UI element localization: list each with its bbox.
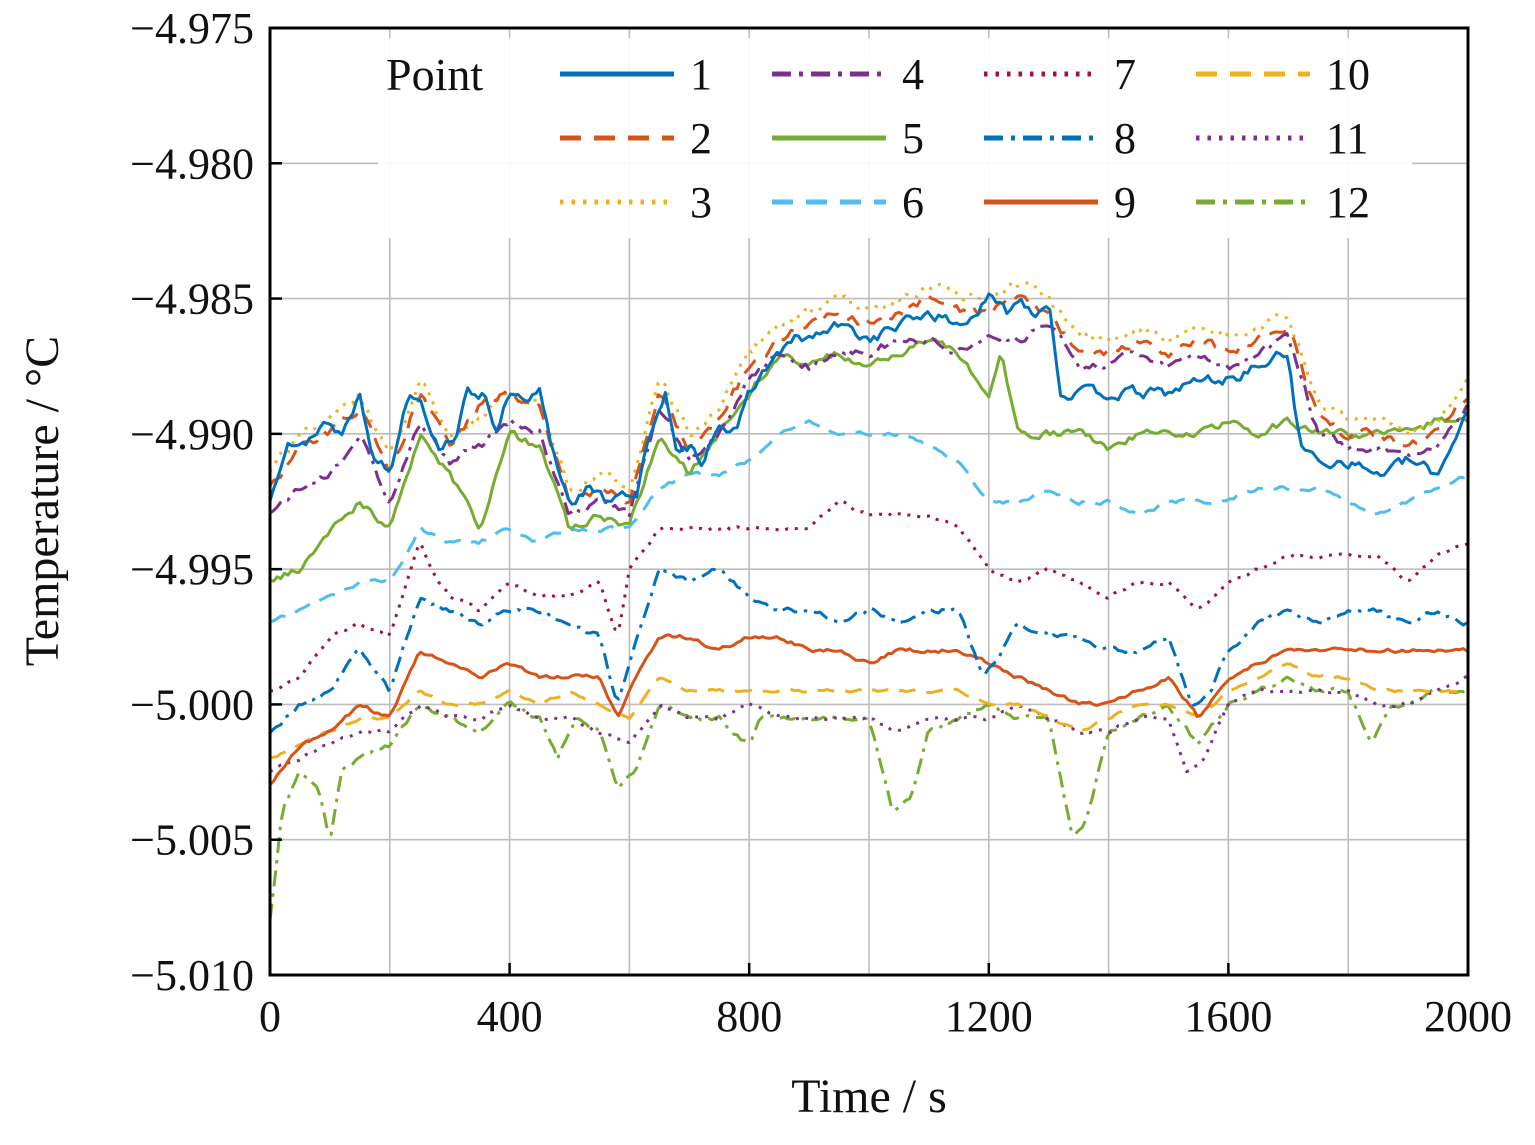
legend-item-6: 6 [768,177,980,228]
legend-line-sample [984,135,1098,141]
series-line-9 [270,633,1468,786]
legend-line-sample [772,135,886,141]
legend-label: 12 [1326,177,1370,227]
legend-item-1: 1 [556,49,768,100]
legend-label: 1 [690,49,712,99]
legend-line-sample [1196,71,1310,77]
legend-line-sample [560,199,674,205]
legend-label: 10 [1326,49,1370,99]
y-tick-label: −4.980 [130,139,254,188]
x-tick-label: 1200 [945,992,1033,1041]
legend-item-2: 2 [556,113,768,164]
legend-label: 7 [1114,49,1136,99]
legend-item-5: 5 [768,113,980,164]
y-axis-label: Temperature / °C [16,336,69,666]
legend-label: 5 [902,113,924,163]
legend-item-11: 11 [1192,113,1404,164]
y-tick-label: −4.995 [130,545,254,594]
y-tick-label: −4.990 [130,410,254,459]
series-line-2 [270,293,1468,505]
legend-line-sample [984,199,1098,205]
legend-label: 4 [902,49,924,99]
series-line-8 [270,566,1468,734]
legend-line-sample [560,71,674,77]
x-tick-label: 0 [259,992,281,1041]
legend-item-9: 9 [980,177,1192,228]
series-lines [270,281,1468,920]
tick-labels: 0 400 800 1200 1600 2000 −4.975 −4.980 −4.985 −4.… [130,4,1512,1041]
y-tick-label: −4.975 [130,4,254,53]
legend-item-12: 12 [1192,177,1404,228]
legend-line-sample [1196,135,1310,141]
legend-label: 6 [902,177,924,227]
series-line-7 [270,499,1468,693]
legend-item-8: 8 [980,113,1192,164]
legend-item-4: 4 [768,49,980,100]
plot-border [268,26,1470,977]
legend-title: Point [386,48,484,100]
series-line-1 [270,292,1468,506]
series-line-10 [270,662,1468,759]
legend-line-sample [772,199,886,205]
legend-label: 9 [1114,177,1136,227]
x-tick-label: 2000 [1424,992,1512,1041]
legend-label: 3 [690,177,712,227]
x-tick-label: 1600 [1184,992,1272,1041]
legend-item-3: 3 [556,177,768,228]
legend: Point 1 2 3 4 5 6 7 8 9 10 11 12 [378,38,1412,238]
y-tick-label: −5.000 [130,680,254,729]
legend-line-sample [772,71,886,77]
legend-line-sample [1196,199,1310,205]
legend-item-10: 10 [1192,49,1404,100]
legend-line-sample [560,135,674,141]
legend-label: 2 [690,113,712,163]
legend-label: 11 [1326,113,1369,163]
series-line-5 [270,337,1468,583]
x-tick-label: 800 [716,992,782,1041]
legend-line-sample [984,71,1098,77]
x-tick-label: 400 [477,992,543,1041]
x-axis-label: Time / s [791,1070,947,1123]
y-tick-label: −5.005 [130,816,254,865]
legend-item-7: 7 [980,49,1192,100]
legend-label: 8 [1114,113,1136,163]
series-line-6 [270,419,1468,624]
y-tick-label: −5.010 [130,951,254,1000]
y-tick-label: −4.985 [130,275,254,324]
axes-box [268,26,1470,977]
